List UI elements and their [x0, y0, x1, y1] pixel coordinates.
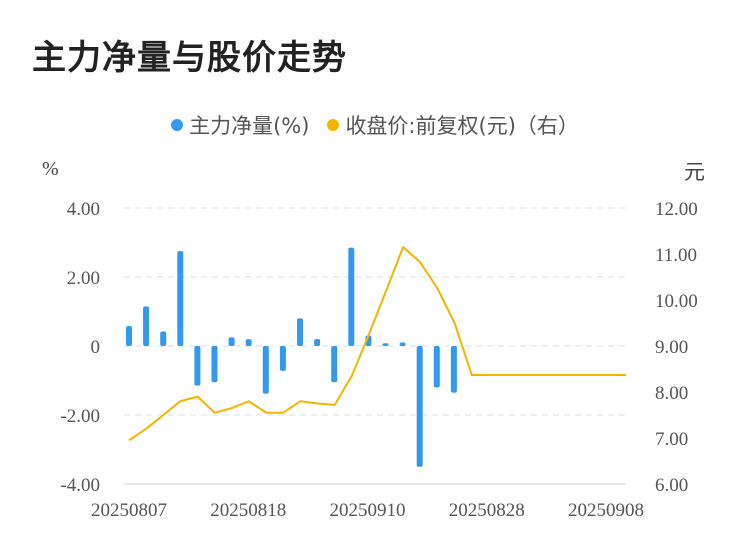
right-tick-label: 7.00	[655, 429, 688, 450]
legend-item-bar[interactable]: 主力净量(%)	[171, 110, 309, 140]
bar	[297, 318, 303, 346]
x-tick-label: 20250818	[210, 500, 286, 521]
x-tick-label: 20250908	[568, 500, 644, 521]
bar	[143, 306, 150, 346]
right-tick-label: 11.00	[655, 245, 697, 266]
bar	[279, 346, 286, 371]
bar	[314, 339, 321, 346]
bar	[160, 331, 167, 346]
bar	[348, 247, 355, 346]
legend: 主力净量(%) 收盘价:前复权(元)（右）	[0, 110, 750, 140]
x-tick-label: 20250910	[330, 500, 406, 521]
bar	[177, 251, 184, 346]
bar	[399, 342, 406, 346]
bar	[262, 346, 269, 394]
left-tick-label: -2.00	[60, 406, 100, 427]
bar	[416, 346, 423, 467]
bar	[126, 325, 132, 346]
right-tick-label: 8.00	[655, 383, 688, 404]
x-tick-label: 20250828	[449, 500, 525, 521]
right-tick-label: 12.00	[655, 199, 698, 220]
x-tick-label: 20250807	[91, 500, 167, 521]
right-tick-label: 6.00	[655, 475, 688, 496]
bar	[382, 343, 389, 346]
left-tick-label: -4.00	[60, 475, 100, 496]
legend-line-label: 收盘价:前复权(元)（右）	[345, 114, 579, 138]
right-tick-label: 10.00	[655, 291, 698, 312]
bar	[194, 346, 201, 386]
bar	[433, 346, 440, 388]
left-tick-label: 2.00	[67, 268, 100, 289]
left-axis-unit: %	[42, 158, 59, 180]
left-tick-label: 0	[91, 337, 101, 358]
bar	[211, 346, 218, 383]
legend-bar-label: 主力净量(%)	[189, 114, 310, 138]
price-line	[128, 246, 626, 442]
chart-title: 主力净量与股价走势	[32, 38, 347, 78]
legend-bar-dot	[171, 119, 184, 131]
right-axis-unit: 元	[684, 160, 705, 184]
left-tick-label: 4.00	[67, 199, 100, 220]
bar	[228, 337, 235, 346]
legend-line-dot	[327, 119, 340, 131]
bar	[331, 346, 338, 383]
bar	[450, 346, 457, 393]
bar	[245, 339, 252, 346]
legend-item-line[interactable]: 收盘价:前复权(元)（右）	[327, 110, 579, 140]
right-tick-label: 9.00	[655, 337, 688, 358]
